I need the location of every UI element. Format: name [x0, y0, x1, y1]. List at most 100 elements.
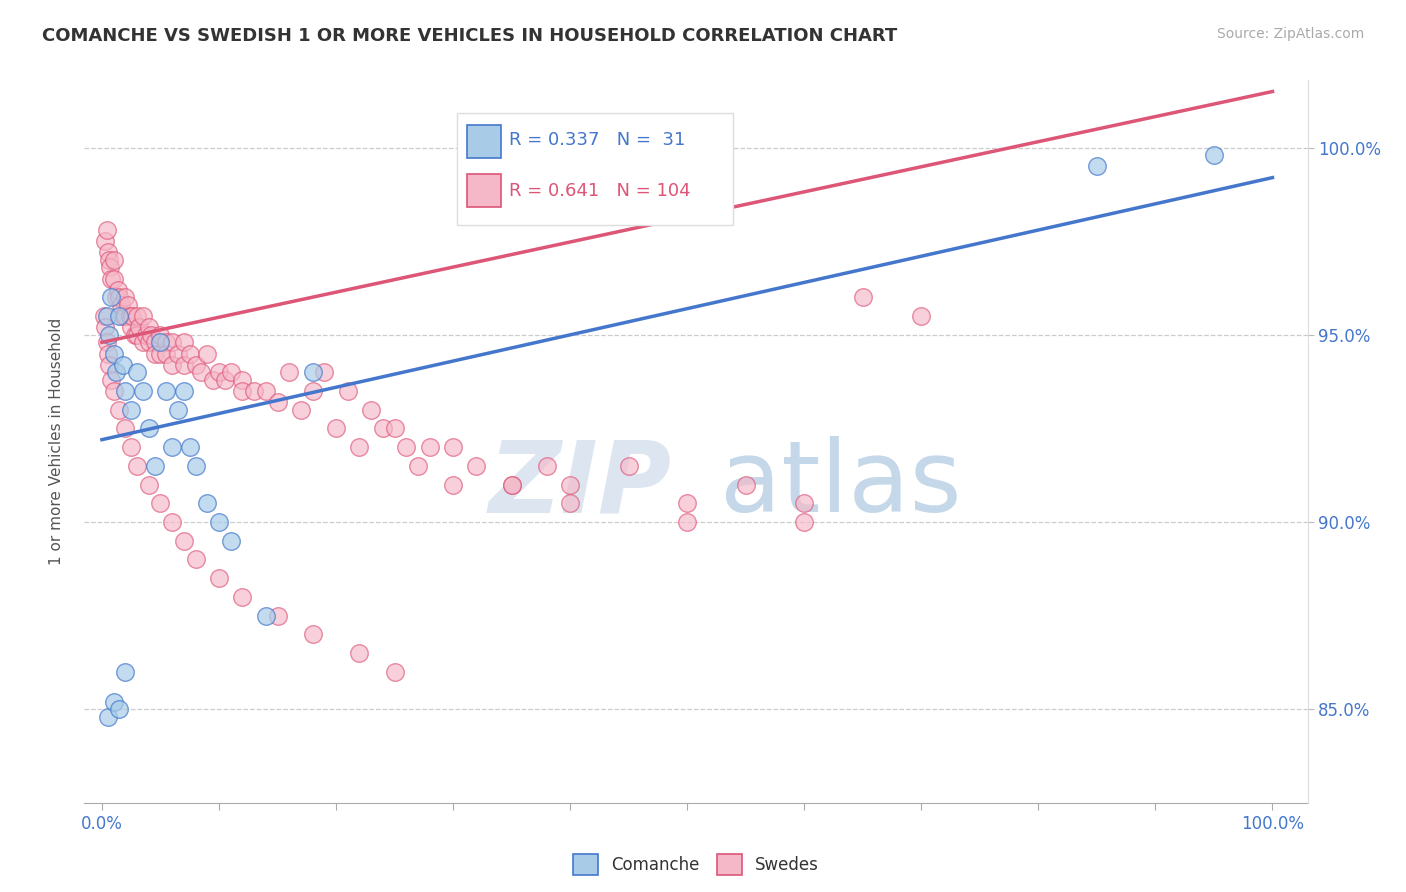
Point — [121, 309, 143, 323]
Point — [314, 365, 336, 379]
Point — [1085, 160, 1108, 174]
Point — [103, 271, 125, 285]
Point — [132, 309, 155, 323]
Point — [97, 245, 120, 260]
Point — [371, 421, 394, 435]
Point — [104, 365, 127, 379]
Point — [1202, 148, 1225, 162]
Point — [910, 309, 932, 323]
Point — [441, 440, 464, 454]
Point — [155, 384, 177, 398]
Point — [132, 335, 155, 350]
Point — [149, 346, 172, 360]
Point — [301, 365, 323, 379]
Y-axis label: 1 or more Vehicles in Household: 1 or more Vehicles in Household — [49, 318, 63, 566]
Point — [97, 358, 120, 372]
Point — [167, 346, 190, 360]
Point — [100, 373, 122, 387]
Point — [108, 309, 131, 323]
Point — [155, 335, 177, 350]
Point — [219, 365, 242, 379]
Point — [254, 384, 277, 398]
Point — [793, 496, 815, 510]
Point — [852, 290, 875, 304]
Point — [110, 298, 132, 312]
Point — [114, 309, 136, 323]
Point — [617, 458, 640, 473]
Point — [208, 571, 231, 585]
Point — [243, 384, 266, 398]
Point — [734, 477, 756, 491]
Point — [97, 346, 120, 360]
Point — [195, 496, 218, 510]
Point — [96, 309, 118, 323]
Point — [100, 271, 122, 285]
Point — [167, 402, 190, 417]
Point — [114, 665, 136, 679]
Point — [208, 365, 231, 379]
Point — [104, 290, 127, 304]
Point — [190, 365, 212, 379]
Point — [160, 335, 183, 350]
Point — [111, 358, 134, 372]
Point — [111, 309, 134, 323]
Point — [336, 384, 359, 398]
Point — [125, 309, 148, 323]
Text: ZIP: ZIP — [488, 436, 672, 533]
Text: atlas: atlas — [720, 436, 962, 533]
Point — [138, 421, 160, 435]
Point — [128, 320, 150, 334]
Point — [138, 320, 160, 334]
Point — [214, 373, 236, 387]
Point — [560, 477, 582, 491]
Text: Source: ZipAtlas.com: Source: ZipAtlas.com — [1216, 27, 1364, 41]
Point — [143, 346, 166, 360]
Point — [120, 320, 142, 334]
Point — [173, 335, 195, 350]
Point — [114, 384, 136, 398]
Point — [179, 440, 201, 454]
Point — [160, 440, 183, 454]
Point — [278, 365, 301, 379]
Point — [676, 496, 699, 510]
Point — [125, 327, 148, 342]
Point — [100, 290, 122, 304]
Point — [173, 358, 195, 372]
Point — [139, 327, 162, 342]
Point — [149, 327, 172, 342]
Point — [135, 327, 157, 342]
Point — [465, 458, 488, 473]
Point — [108, 702, 131, 716]
Point — [160, 358, 183, 372]
Point — [325, 421, 347, 435]
Point — [143, 335, 166, 350]
Point — [266, 395, 288, 409]
Point — [406, 458, 429, 473]
Point — [301, 384, 323, 398]
Point — [96, 223, 118, 237]
Text: R = 0.337   N =  31: R = 0.337 N = 31 — [509, 131, 685, 149]
Text: COMANCHE VS SWEDISH 1 OR MORE VEHICLES IN HOUSEHOLD CORRELATION CHART: COMANCHE VS SWEDISH 1 OR MORE VEHICLES I… — [42, 27, 897, 45]
Point — [149, 335, 172, 350]
Point — [138, 477, 160, 491]
Point — [97, 327, 120, 342]
Point — [94, 320, 117, 334]
Point — [103, 695, 125, 709]
Point — [184, 458, 207, 473]
Legend: Comanche, Swedes: Comanche, Swedes — [567, 847, 825, 881]
Point — [97, 252, 120, 267]
Point — [301, 627, 323, 641]
Point — [114, 421, 136, 435]
Point — [195, 346, 218, 360]
Point — [360, 402, 382, 417]
Point — [349, 646, 371, 660]
Point — [103, 252, 125, 267]
Point — [125, 458, 148, 473]
Point — [202, 373, 225, 387]
Point — [536, 458, 558, 473]
Text: R = 0.641   N = 104: R = 0.641 N = 104 — [509, 182, 690, 200]
Point — [441, 477, 464, 491]
Point — [138, 335, 160, 350]
Point — [120, 440, 142, 454]
Point — [676, 515, 699, 529]
